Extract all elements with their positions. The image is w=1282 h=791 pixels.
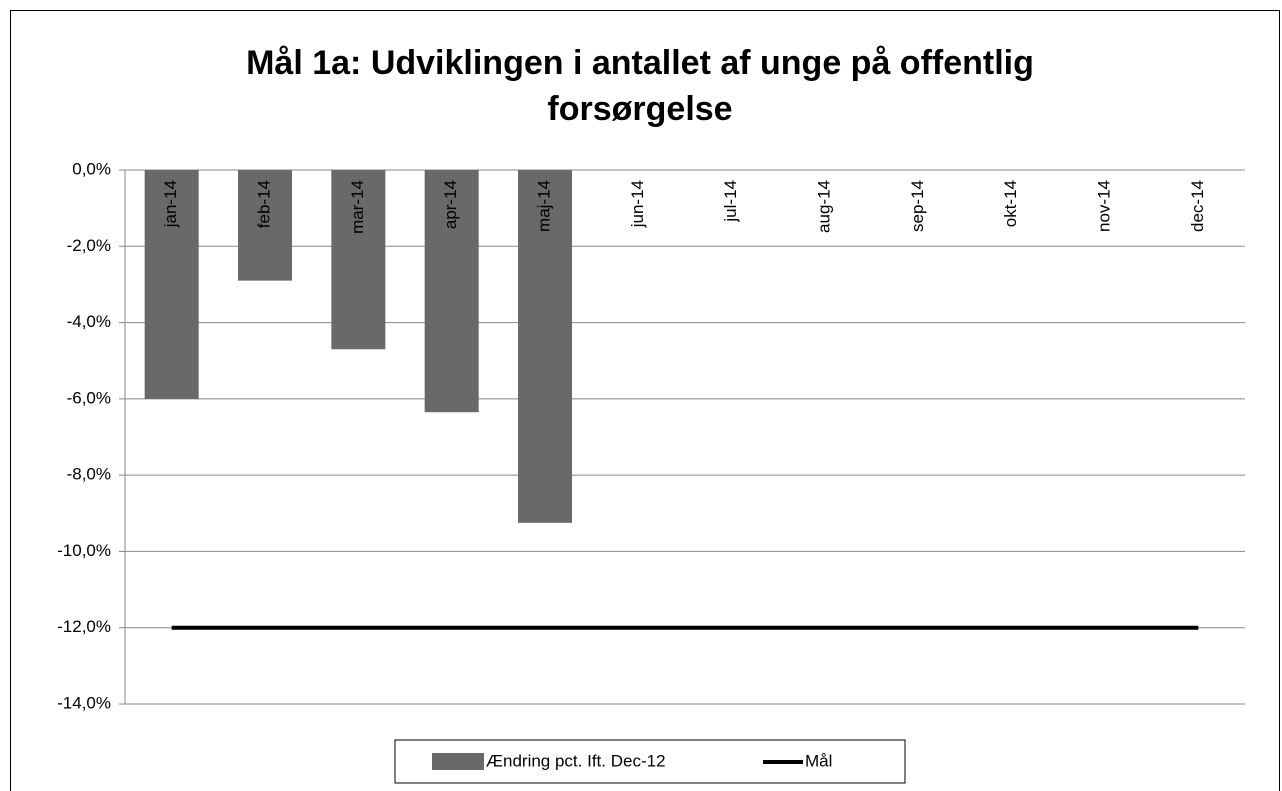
x-tick-label: mar-14 [348, 180, 367, 234]
legend-swatch [432, 753, 484, 770]
y-tick-label: -12,0% [57, 617, 111, 636]
x-tick-label: feb-14 [254, 180, 273, 228]
x-tick-label: jun-14 [628, 180, 647, 228]
legend-label: Ændring pct. Ift. Dec-12 [486, 751, 666, 770]
x-tick-label: jul-14 [721, 180, 740, 223]
x-tick-label: dec-14 [1188, 180, 1207, 232]
chart-title: Mål 1a: Udviklingen i antallet af unge p… [246, 44, 1034, 128]
x-tick-label: jan-14 [161, 180, 180, 228]
y-tick-label: 0,0% [72, 159, 111, 178]
x-tick-label: apr-14 [441, 180, 460, 229]
y-tick-label: -6,0% [67, 388, 111, 407]
x-tick-label: maj-14 [534, 180, 553, 232]
y-tick-label: -8,0% [67, 465, 111, 484]
bar [238, 170, 292, 281]
y-tick-label: -2,0% [67, 236, 111, 255]
chart-frame [10, 10, 1280, 791]
bar [144, 170, 199, 399]
y-tick-label: -4,0% [67, 312, 111, 331]
x-tick-label: sep-14 [908, 180, 927, 232]
x-tick-label: okt-14 [1001, 180, 1020, 227]
bar [518, 170, 572, 523]
y-tick-label: -10,0% [57, 541, 111, 560]
y-tick-label: -14,0% [57, 693, 111, 712]
x-tick-label: nov-14 [1094, 180, 1113, 232]
bar [331, 170, 386, 350]
bar [424, 170, 479, 413]
legend-label: Mål [805, 751, 832, 770]
x-tick-label: aug-14 [814, 180, 833, 233]
